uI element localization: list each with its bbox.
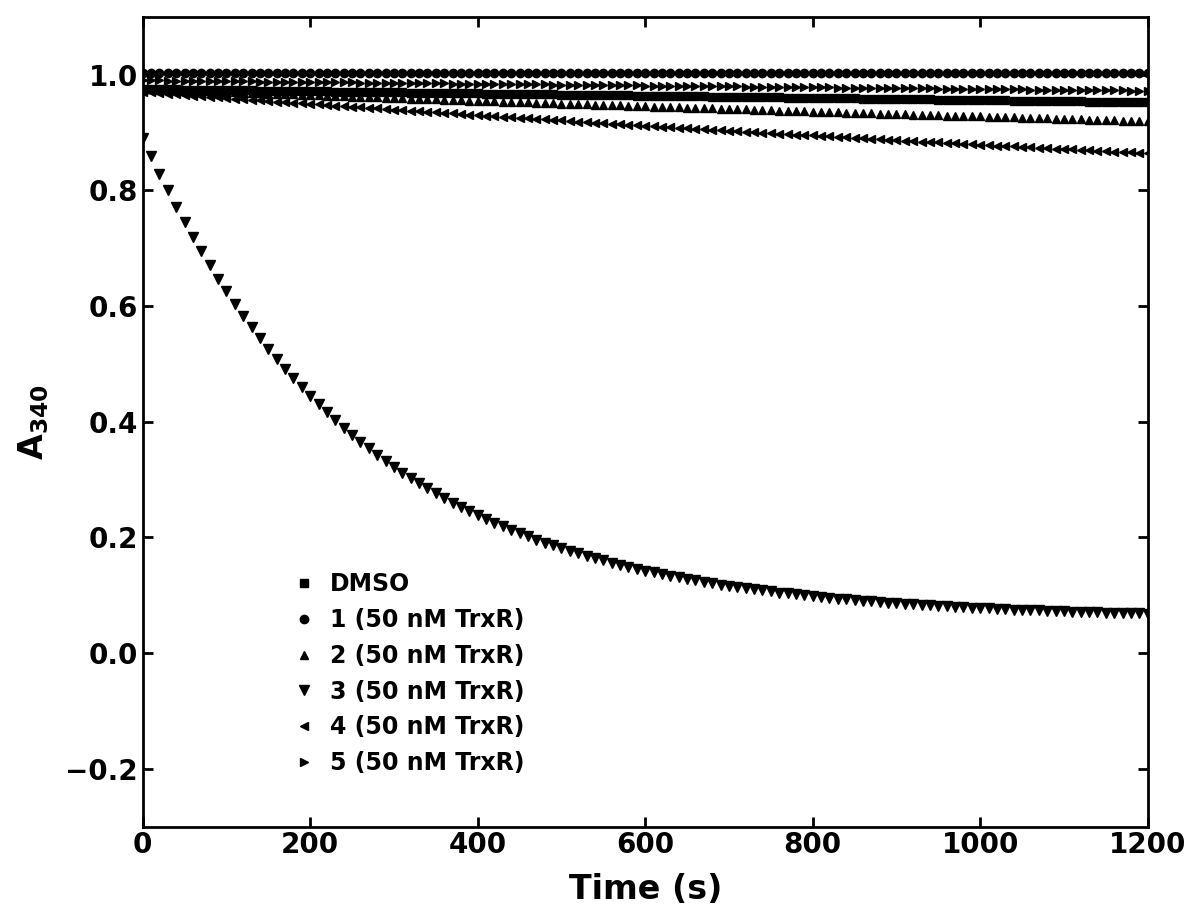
2 (50 nM TrxR) (371, 92, 385, 103)
4 (50 nM TrxR) (563, 115, 577, 126)
Line: 1 (50 nM TrxR): 1 (50 nM TrxR) (138, 69, 1151, 78)
Line: DMSO: DMSO (138, 85, 1151, 106)
3 (50 nM TrxR) (136, 133, 150, 144)
5 (50 nM TrxR) (1073, 85, 1088, 96)
5 (50 nM TrxR) (236, 76, 250, 87)
DMSO (136, 83, 150, 94)
1 (50 nM TrxR) (1140, 67, 1155, 78)
2 (50 nM TrxR) (1140, 115, 1155, 126)
DMSO (1073, 96, 1088, 107)
Line: 3 (50 nM TrxR): 3 (50 nM TrxR) (138, 133, 1152, 618)
1 (50 nM TrxR) (563, 67, 577, 78)
2 (50 nM TrxR) (1073, 114, 1088, 125)
DMSO (764, 91, 778, 102)
4 (50 nM TrxR) (236, 93, 250, 104)
1 (50 nM TrxR) (1073, 67, 1088, 78)
5 (50 nM TrxR) (1140, 85, 1155, 96)
1 (50 nM TrxR) (371, 67, 385, 78)
5 (50 nM TrxR) (563, 79, 577, 90)
3 (50 nM TrxR) (764, 586, 778, 597)
5 (50 nM TrxR) (136, 75, 150, 86)
3 (50 nM TrxR) (1073, 606, 1088, 617)
X-axis label: Time (s): Time (s) (569, 873, 722, 906)
1 (50 nM TrxR) (236, 67, 250, 78)
3 (50 nM TrxR) (814, 592, 829, 603)
5 (50 nM TrxR) (371, 78, 385, 89)
4 (50 nM TrxR) (1140, 148, 1155, 159)
3 (50 nM TrxR) (236, 310, 250, 321)
5 (50 nM TrxR) (814, 82, 829, 93)
DMSO (814, 92, 829, 103)
Line: 5 (50 nM TrxR): 5 (50 nM TrxR) (138, 76, 1151, 95)
1 (50 nM TrxR) (764, 67, 778, 78)
Y-axis label: $\mathbf{A_{340}}$: $\mathbf{A_{340}}$ (17, 384, 52, 460)
DMSO (563, 90, 577, 101)
3 (50 nM TrxR) (1140, 608, 1155, 619)
1 (50 nM TrxR) (136, 67, 150, 78)
4 (50 nM TrxR) (814, 130, 829, 141)
DMSO (236, 85, 250, 96)
2 (50 nM TrxR) (814, 106, 829, 117)
2 (50 nM TrxR) (236, 87, 250, 98)
Line: 2 (50 nM TrxR): 2 (50 nM TrxR) (138, 85, 1151, 126)
4 (50 nM TrxR) (371, 103, 385, 114)
Legend: DMSO, 1 (50 nM TrxR), 2 (50 nM TrxR), 3 (50 nM TrxR), 4 (50 nM TrxR), 5 (50 nM T: DMSO, 1 (50 nM TrxR), 2 (50 nM TrxR), 3 … (285, 565, 532, 783)
5 (50 nM TrxR) (764, 81, 778, 92)
DMSO (371, 87, 385, 98)
1 (50 nM TrxR) (814, 67, 829, 78)
4 (50 nM TrxR) (1073, 144, 1088, 155)
DMSO (1140, 97, 1155, 108)
2 (50 nM TrxR) (764, 104, 778, 115)
3 (50 nM TrxR) (563, 545, 577, 557)
2 (50 nM TrxR) (563, 99, 577, 110)
2 (50 nM TrxR) (136, 83, 150, 94)
Line: 4 (50 nM TrxR): 4 (50 nM TrxR) (138, 88, 1151, 158)
4 (50 nM TrxR) (136, 87, 150, 98)
4 (50 nM TrxR) (764, 127, 778, 138)
3 (50 nM TrxR) (371, 450, 385, 461)
